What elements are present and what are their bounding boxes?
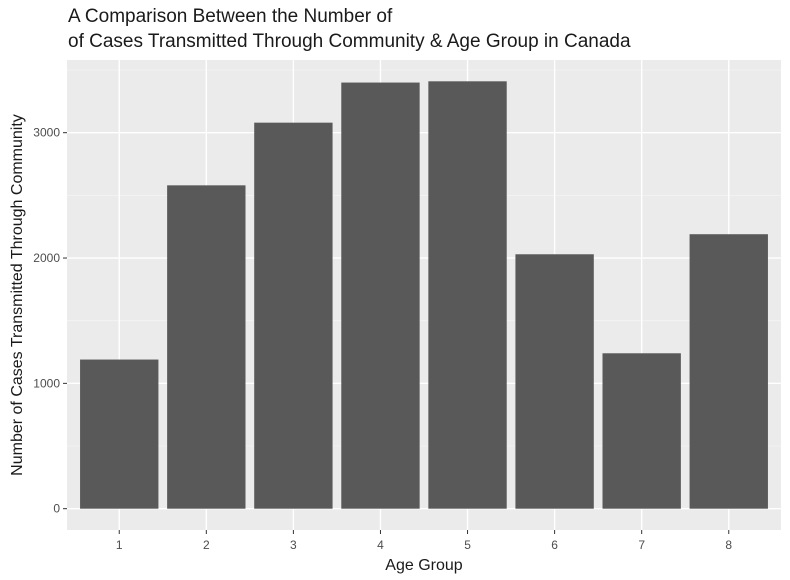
bar-age-group-2 xyxy=(167,185,246,509)
x-tick-label: 3 xyxy=(290,538,297,552)
chart-title-line-1: A Comparison Between the Number of xyxy=(68,6,393,27)
x-tick-label: 4 xyxy=(377,538,384,552)
x-tick-label: 7 xyxy=(638,538,645,552)
chart-title-line-2: of Cases Transmitted Through Community &… xyxy=(68,31,631,52)
y-tick-label: 3000 xyxy=(33,126,60,140)
y-axis-title: Number of Cases Transmitted Through Comm… xyxy=(9,114,26,476)
x-axis: 1 2 3 4 5 6 7 8 xyxy=(116,530,732,552)
x-tick-label: 1 xyxy=(116,538,123,552)
bar-age-group-4 xyxy=(341,82,420,509)
y-tick-label: 1000 xyxy=(33,376,60,390)
bar-age-group-3 xyxy=(254,122,333,509)
x-tick-label: 6 xyxy=(551,538,558,552)
bar-age-group-6 xyxy=(515,254,594,509)
bar-age-group-7 xyxy=(602,353,681,509)
bars xyxy=(80,81,768,509)
y-tick-label: 2000 xyxy=(33,251,60,265)
bar-age-group-1 xyxy=(80,359,159,509)
x-tick-label: 2 xyxy=(203,538,210,552)
bar-age-group-8 xyxy=(689,234,768,509)
y-axis: 0 1000 2000 3000 xyxy=(33,126,67,516)
x-tick-label: 8 xyxy=(725,538,732,552)
y-tick-label: 0 xyxy=(53,502,60,516)
x-axis-title: Age Group xyxy=(385,557,462,574)
x-tick-label: 5 xyxy=(464,538,471,552)
bar-age-group-5 xyxy=(428,81,507,509)
